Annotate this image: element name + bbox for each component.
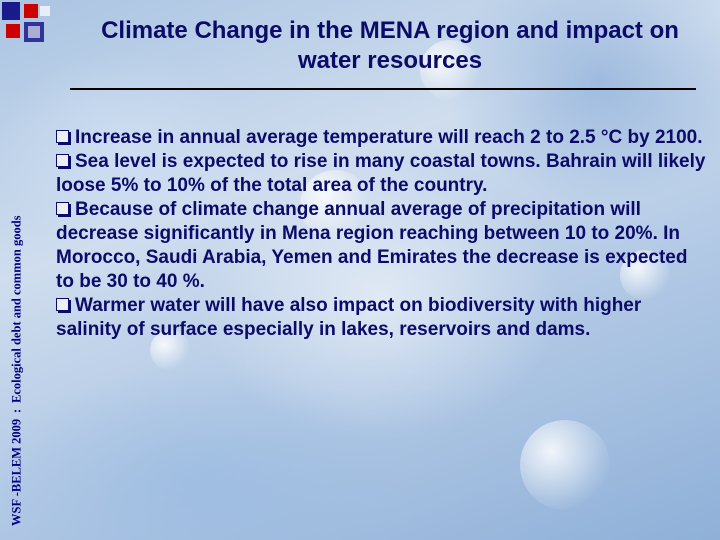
page-title: Climate Change in the MENA region and im… <box>101 17 679 74</box>
list-item-text: Because of climate change annual average… <box>56 199 688 292</box>
list-item: Sea level is expected to rise in many co… <box>56 150 706 198</box>
list-item: Increase in annual average temperature w… <box>56 126 706 150</box>
bullet-list: Increase in annual average temperature w… <box>56 126 706 342</box>
list-item-text: Sea level is expected to rise in many co… <box>56 151 706 196</box>
list-item-text: Increase in annual average temperature w… <box>75 127 703 148</box>
checkbox-bullet-icon <box>56 130 69 143</box>
sidebar-label-topic: Ecological debt and common goods <box>9 215 24 403</box>
bubble-decoration <box>420 40 480 100</box>
bubble-decoration <box>150 330 190 370</box>
bubble-decoration <box>300 170 370 240</box>
sidebar-label-separator: : <box>9 408 24 413</box>
checkbox-bullet-icon <box>56 298 69 311</box>
list-item: Because of climate change annual average… <box>56 198 706 294</box>
bubble-decoration <box>520 420 610 510</box>
sidebar-label-event: WSF -BELEM 2009 <box>9 418 24 526</box>
squares-logo-icon <box>2 2 50 42</box>
title-divider <box>70 88 696 90</box>
sidebar-vertical-label: WSF -BELEM 2009 : Ecological debt and co… <box>0 14 34 536</box>
bubble-decoration <box>620 250 670 300</box>
checkbox-bullet-icon <box>56 154 69 167</box>
list-item: Warmer water will have also impact on bi… <box>56 294 706 342</box>
list-item-text: Warmer water will have also impact on bi… <box>56 295 642 340</box>
checkbox-bullet-icon <box>56 202 69 215</box>
